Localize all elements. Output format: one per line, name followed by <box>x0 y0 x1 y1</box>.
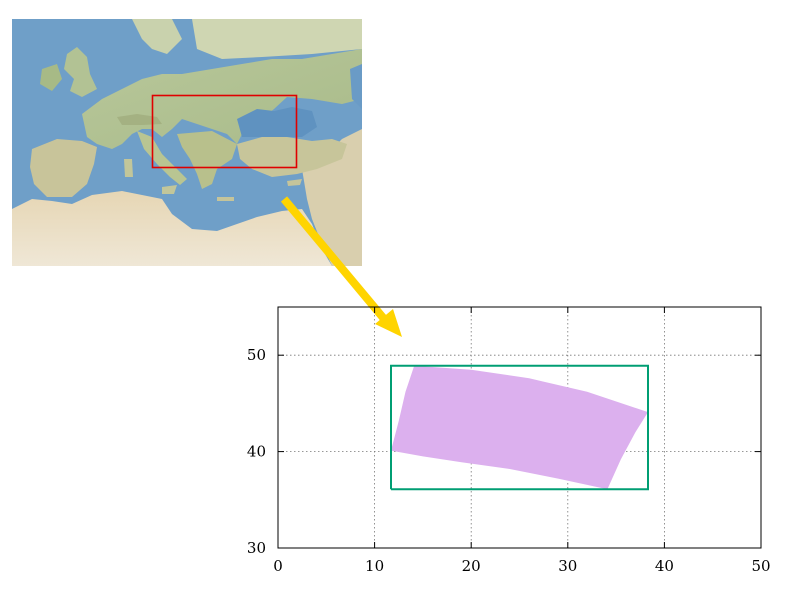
data-layer <box>390 364 649 491</box>
x-tick-label: 0 <box>273 557 283 575</box>
cyprus <box>287 179 302 186</box>
alps-relief <box>117 114 162 125</box>
region-highlight-box <box>151 94 298 169</box>
italian-peninsula <box>137 131 187 185</box>
y-tick-label: 30 <box>247 539 266 557</box>
y-tick-label: 50 <box>247 346 266 364</box>
x-tick-label: 30 <box>558 557 577 575</box>
x-tick-label: 40 <box>655 557 674 575</box>
north-africa-landmass <box>12 191 332 266</box>
x-tick-label: 50 <box>751 557 770 575</box>
sardinia <box>124 159 133 177</box>
scandinavia-landmass <box>132 19 182 54</box>
sicily <box>162 185 177 194</box>
swath-polygon <box>391 365 648 490</box>
iberian-peninsula <box>30 139 97 197</box>
finland-russia-landmass <box>192 19 362 59</box>
x-tick-label: 20 <box>462 557 481 575</box>
y-tick-label: 40 <box>247 443 266 461</box>
plot-frame <box>277 306 762 549</box>
relief-map <box>12 19 362 266</box>
bounding-box <box>390 364 649 491</box>
ticks: 0 10 20 30 40 50 30 40 50 <box>247 307 771 575</box>
caspian-sea <box>350 64 362 109</box>
balkan-peninsula <box>177 131 237 189</box>
crete <box>217 197 234 201</box>
map-image <box>12 19 362 266</box>
x-tick-label: 10 <box>365 557 384 575</box>
ireland <box>40 64 62 91</box>
great-britain <box>64 47 97 97</box>
